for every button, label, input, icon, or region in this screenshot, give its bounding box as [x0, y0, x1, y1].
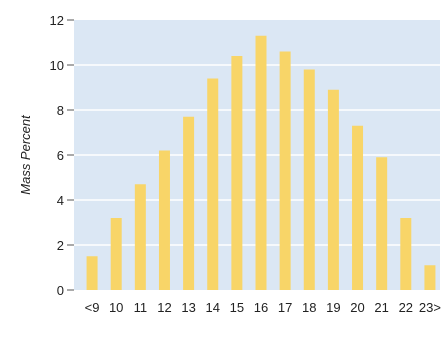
bar [424, 265, 436, 290]
x-tick-label: 12 [157, 300, 171, 315]
bar [327, 89, 339, 290]
y-tick-label: 12 [50, 13, 64, 28]
x-tick-label: 10 [109, 300, 123, 315]
x-tick-label: 19 [326, 300, 340, 315]
y-tick-label: 0 [57, 283, 64, 298]
x-tick-label: 18 [302, 300, 316, 315]
bar [207, 78, 219, 290]
x-tick-label: 23> [419, 300, 441, 315]
x-tick-label: 21 [374, 300, 388, 315]
bars [86, 35, 436, 290]
x-tick-label: 13 [181, 300, 195, 315]
x-tick-label: 11 [134, 300, 148, 315]
bar [352, 125, 364, 290]
y-tick-label: 2 [57, 238, 64, 253]
bar [183, 116, 195, 290]
y-tick-label: 8 [57, 103, 64, 118]
x-tick-label: 16 [254, 300, 268, 315]
bar [376, 157, 388, 290]
bar [134, 184, 146, 290]
x-axis: <9 10 11 12 13 14 15 16 17 18 19 20 21 22 23> [85, 300, 441, 315]
y-tick-label: 6 [57, 148, 64, 163]
bar [255, 35, 267, 290]
bar [303, 69, 315, 290]
x-tick-label: 22 [399, 300, 413, 315]
x-tick-label: 17 [278, 300, 292, 315]
y-axis: 0 2 4 6 8 10 12 [50, 13, 74, 298]
bar [158, 150, 170, 290]
y-tick-label: 10 [50, 58, 64, 73]
bar [110, 218, 122, 290]
x-tick-label: 15 [230, 300, 244, 315]
y-tick-label: 4 [57, 193, 64, 208]
x-tick-label: 14 [205, 300, 219, 315]
bar [279, 51, 291, 290]
x-tick-label: 20 [350, 300, 364, 315]
x-tick-label: <9 [85, 300, 100, 315]
bar [231, 56, 243, 290]
bar [86, 256, 98, 290]
y-axis-label: Mass Percent [18, 114, 33, 195]
bar [400, 218, 412, 290]
